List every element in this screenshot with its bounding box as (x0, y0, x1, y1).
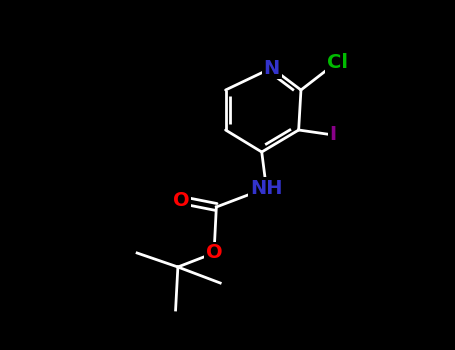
Text: O: O (172, 190, 189, 210)
Text: Cl: Cl (327, 52, 348, 71)
Text: NH: NH (250, 178, 283, 197)
Text: O: O (206, 244, 222, 262)
Text: N: N (263, 58, 280, 77)
Text: I: I (330, 126, 337, 145)
